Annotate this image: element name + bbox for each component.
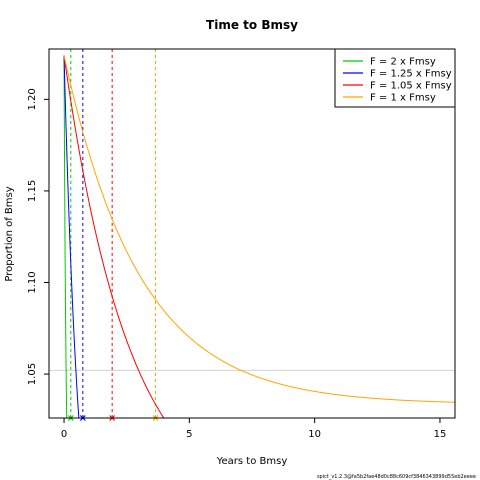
y-tick-label-1: 1.10 — [27, 271, 38, 293]
plot-clipped — [49, 49, 455, 418]
series-line-1 — [63, 55, 80, 418]
plot-area: 0 5 10 15 1.05 1.10 1.15 1.20 — [27, 48, 456, 440]
x-axis-label: Years to Bmsy — [216, 456, 288, 467]
legend-label-0: F = 2 x Fmsy — [370, 57, 436, 68]
footnote: spict_v1.2.3@fa5b2fae48d0c88c609cf384634… — [317, 474, 476, 480]
x-tick-label-3: 15 — [434, 429, 447, 440]
y-tick-label-3: 1.20 — [27, 88, 38, 110]
legend-label-1: F = 1.25 x Fmsy — [370, 69, 452, 80]
y-tick-label-2: 1.15 — [27, 180, 38, 202]
x-tick-label-0: 0 — [61, 429, 67, 440]
x-tick-label-1: 5 — [186, 429, 192, 440]
y-axis-label: Proportion of Bmsy — [4, 186, 15, 281]
series-line-2 — [63, 55, 165, 418]
legend-label-3: F = 1 x Fmsy — [370, 93, 436, 104]
series-line-3 — [63, 55, 455, 403]
chart-title: Time to Bmsy — [206, 18, 298, 32]
y-tick-label-0: 1.05 — [27, 363, 38, 385]
plot-frame — [48, 48, 456, 419]
legend-label-2: F = 1.05 x Fmsy — [370, 81, 452, 92]
x-tick-label-2: 10 — [308, 429, 321, 440]
series-line-0 — [63, 55, 68, 418]
